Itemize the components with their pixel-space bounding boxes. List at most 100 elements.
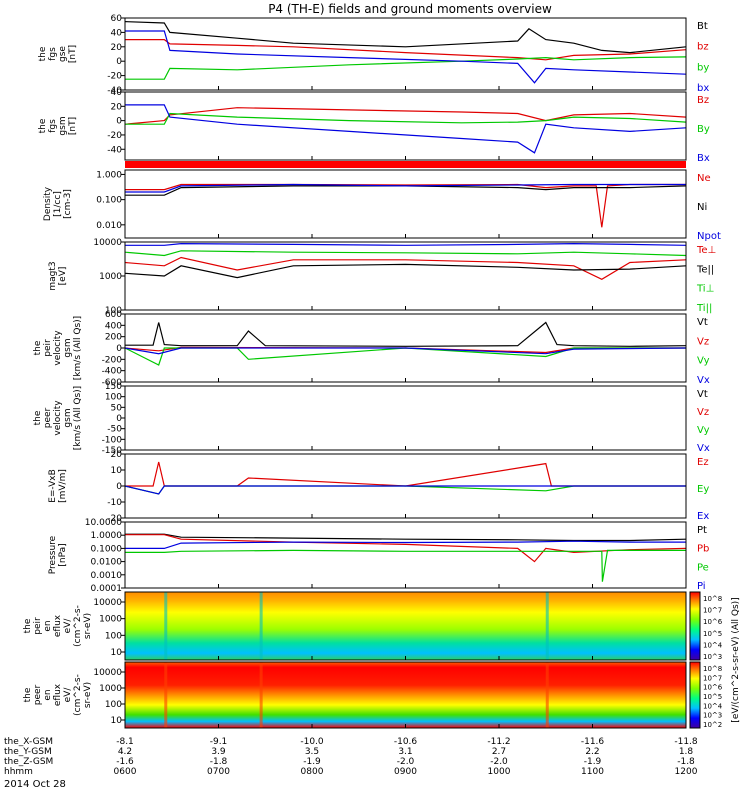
y-axis-label: E=-VxB[mV/m] [48,469,68,503]
y-axis-label-line: sr-eV) [83,682,93,708]
legend-entry: Bt [697,21,708,32]
y-axis-label: Density[1/cc][cm-3] [43,186,73,221]
y-tick-label: 60 [111,14,123,24]
series-line-Vy [124,347,686,366]
y-tick-label: 10000 [93,668,122,678]
y-tick-label: 0 [116,344,122,354]
y-axis-label-line: [nT] [68,117,78,135]
series-line-Bx [125,104,687,154]
y-axis-label-line: peir [43,339,53,357]
panel-temperature: 10000 1000 100 magt3[eV] Te⊥ Te|| Ti⊥ Ti|| [48,238,716,316]
y-axis-label-line: the [38,118,48,133]
y-axis-label-line: the [33,340,43,355]
y-tick-label: 200 [105,333,122,343]
legend-entry: Ne [697,173,711,184]
y-tick-label: 20 [111,102,123,112]
x-tick-label: -1.8 [677,757,695,767]
spectrogram-streak [164,662,168,728]
x-tick-label: -2.0 [490,757,508,767]
y-axis-label-line: gsm [58,116,68,135]
x-tick-label: 3.1 [398,747,412,757]
series-line-Pt [125,533,687,542]
y-axis-label-line: peer [33,684,43,705]
panel-frame [124,17,687,91]
y-tick-label: 40 [111,88,123,98]
legend-entry: Ti⊥ [696,284,714,295]
y-axis-label-line: fgs [48,119,58,133]
series-line-Vx [124,347,687,355]
y-tick-label: -100 [102,435,123,445]
x-tick-label: -11.8 [674,737,698,747]
legend-entry: Ti|| [696,303,712,314]
x-tick-label: 2.2 [585,747,599,757]
colorbar-tick-label: 10^6 [703,618,723,626]
y-tick-label: -50 [107,425,122,435]
y-axis-label-line: en [43,689,53,700]
legend-entry: Pe [697,562,709,573]
y-tick-label: 0 [116,414,122,424]
legend-entry: Pi [697,581,706,592]
y-tick-label: 100 [105,306,122,316]
colorbar-tick-label: 10^4 [703,702,723,710]
y-axis-label-line: Pressure [48,535,58,574]
legend-entry: Ex [697,511,709,522]
y-axis-label-line: the [38,46,48,61]
x-tick-label: 0800 [301,767,324,777]
y-axis-label-line: [nPa] [58,543,68,566]
series-line-Ni [125,185,687,196]
x-tick-label: -8.1 [116,737,134,747]
series-line-bx [125,30,687,84]
y-axis-label-line: E=-VxB [48,469,58,503]
legend-entry: bz [697,42,709,53]
colorbar-tick-label: 10^7 [703,607,722,615]
y-axis-label-line: (cm^2-s- [73,605,83,647]
colorbar-tick-label: 10^3 [703,653,722,661]
y-axis-label: thefgsgsm[nT] [38,116,78,135]
x-tick-label: -10.6 [394,737,418,747]
y-axis-label-line: [nT] [68,45,78,63]
series-line-Vt [125,321,687,347]
series-line-Ti|| [124,250,687,257]
y-axis-label-line: (cm^2-s- [73,674,83,716]
x-tick-label: 1100 [581,767,604,777]
y-axis-label-line: the [23,687,33,702]
series-line-Ti⊥ [125,242,687,246]
y-tick-label: 100 [105,393,122,403]
y-axis-label-line: gsm [63,338,73,357]
x-row-label: the_Y-GSM [4,747,52,757]
y-tick-label: 1.0000 [91,531,123,541]
panel-efield: 20 10 0 -10 -20 E=-VxB[mV/m] Ez Ey Ex [48,450,709,524]
y-tick-label: 10 [111,648,123,658]
x-row-label: the_X-GSM [4,737,53,747]
x-tick-label: 3.5 [305,747,319,757]
spectrogram [125,592,686,660]
legend-entry: Bz [697,95,709,106]
y-tick-label: -20 [107,72,122,82]
x-row-label: the_Z-GSM [4,757,53,767]
panel-peer-eflux: 10000 1000 100 10 thepeerenefluxeV/(cm^2-s-s… [23,661,723,729]
y-tick-label: 10.0000 [85,518,122,528]
y-axis-label-line: sr-eV) [83,613,93,639]
y-axis-label-line: [km/s (All Qs)] [73,316,83,380]
colorbar-tick-label: 10^3 [703,712,722,720]
y-tick-label: 0.0100 [91,558,123,568]
legend-entry: Vt [697,317,708,328]
y-tick-label: -200 [102,355,123,365]
panel-pressure: 10.0000 1.0000 0.1000 0.0100 0.0010 0.0001 Pre… [48,518,709,594]
colorbar-tick-label: 10^5 [703,630,722,638]
y-tick-label: 10 [111,716,123,726]
y-tick-label: 0.010 [96,221,122,231]
y-axis-label-line: fgs [48,47,58,61]
panel-fgs-gsm: 40 20 0 -20 -40 thefgsgsm[nT] Bz By Bx [38,88,710,164]
legend-entry: Vy [697,356,710,367]
y-axis-label-line: eV/ [63,687,73,703]
y-axis-label-line: eV/ [63,618,73,634]
x-tick-label: -2.0 [397,757,415,767]
y-tick-label: 20 [111,43,123,53]
legend-entry: by [697,62,709,73]
y-axis-label: thepeirenefluxeV/(cm^2-s-sr-eV) [23,605,93,647]
y-tick-label: -40 [107,145,122,155]
series-line-Te|| [124,263,687,279]
spectrogram [125,662,686,728]
